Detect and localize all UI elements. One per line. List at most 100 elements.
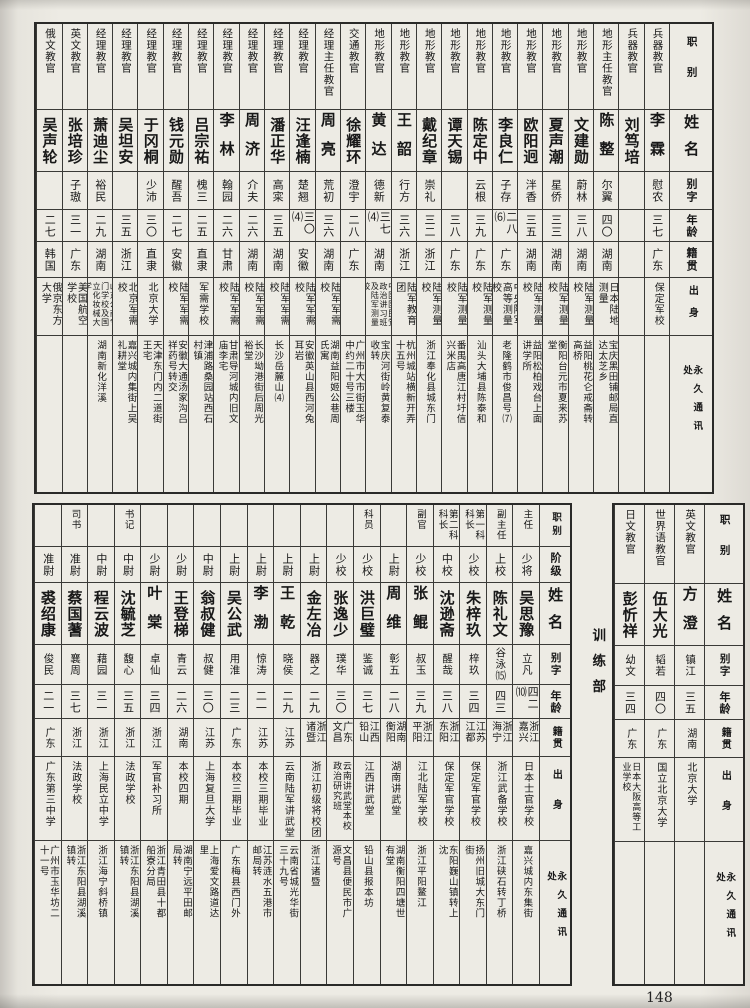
cell-origin: 安徽 <box>163 242 189 278</box>
person-column: 世界语教官 伍大光 韬若 四〇 广东 国立北京大学 <box>644 505 674 984</box>
cell-job: 副主任 <box>486 505 513 547</box>
cell-origin: 直隶 <box>189 242 214 278</box>
cell-job: 经理教官 <box>265 24 290 110</box>
person-column: 副官 少校 张鲲 叔玉 三九 浙江 平阳 江北陆军学校 浙江平阳鳌江 <box>406 505 433 984</box>
cell-job: 俄文教官 <box>37 24 62 110</box>
cell-address: 浙江青田县十都船寮分局 <box>144 845 166 919</box>
cell-name: 沈毓芝 <box>114 583 141 645</box>
cell-rank: 上尉 <box>247 547 274 583</box>
cell-address: 浙江东阳县湖溪镇转 <box>64 845 86 919</box>
cell-rank: 上尉 <box>300 547 327 583</box>
cell-zi: 子璈 <box>62 172 87 210</box>
cell-name: 戴纪章 <box>416 110 442 172</box>
cell-job: 第二科 科长 <box>433 505 460 547</box>
cell-job <box>167 505 194 547</box>
cell-age: 四〇 <box>645 686 674 720</box>
cell-name: 彭忻祥 <box>615 584 644 646</box>
cell-job <box>300 505 327 547</box>
person-column: 上尉 吴公武 用淮 二三 广东 本校三期毕业 广东梅县西门外 <box>220 505 247 984</box>
cell-age: 三五 <box>265 210 290 242</box>
cell-origin: 湖南 <box>518 242 543 278</box>
person-column: 兵器教官 刘笃培 <box>618 24 644 492</box>
cell-age: 三〇 <box>327 685 353 719</box>
table-header-column: 职别 阶级 姓名 别字 年龄 籍贯 出身 永久通讯处 <box>539 505 570 984</box>
cell-background: 云南讲武堂本校政治研究班 <box>327 757 353 841</box>
cell-address: 汕头大埔县陈泰和 <box>474 340 486 424</box>
person-column: 少尉 叶棠 卓仙 三四 浙江 军官补习所 浙江青田县十都船寮分局 <box>140 505 167 984</box>
person-column: 经理主任教官 周亮 荒初 三六 湖南 陆军军需校 湖南益阳姬公巷周氏寓 <box>314 24 340 492</box>
cell-age: 三六 <box>391 210 416 242</box>
cell-name: 叶棠 <box>141 583 167 645</box>
cell-background: 陆军军需校 <box>163 278 189 336</box>
cell-origin: 湖南 <box>239 242 264 278</box>
cell-age: 三八 <box>442 210 467 242</box>
person-column: 英文教官 方澄 镇江 三五 湖南 北京大学 <box>674 505 704 984</box>
cell-job: 经理教官 <box>189 24 214 110</box>
cell-origin: 江苏 江都 <box>460 719 486 757</box>
cell-age: 三五 <box>114 685 141 719</box>
cell-address: 宝庆黑田铺邮局直达太芝乡 <box>596 340 618 424</box>
cell-age: 二七 <box>163 210 189 242</box>
cell-job: 地形教官 <box>391 24 416 110</box>
cell-age: 三〇 <box>138 210 163 242</box>
cell-job <box>35 505 61 547</box>
cell-zi: 星侨 <box>543 172 568 210</box>
cell-rank: 少尉 <box>141 547 167 583</box>
cell-origin: 浙江 平阳 <box>407 719 433 757</box>
cell-background: 浙江初级将校团 <box>300 757 327 841</box>
cell-name: 徐耀环 <box>340 110 366 172</box>
cell-zi: 俊民 <box>35 645 61 685</box>
cell-address: 广州市玉华坊二十一号 <box>37 845 60 919</box>
person-column: 地形教官 王韶 行方 三六 浙江 陆军教育团 杭州城站横新开弄十五号 <box>390 24 416 492</box>
cell-background: 法政学校 <box>114 757 141 841</box>
cell-job: 地形教官 <box>467 24 492 110</box>
cell-rank: 少尉 <box>167 547 194 583</box>
cell-background: 陆军军需校 <box>214 278 239 336</box>
cell-address <box>615 842 644 978</box>
cell-address: 甘肃导河城内旧文庙李宅 <box>216 340 238 424</box>
cell-address <box>645 842 674 978</box>
person-column: 地形教官 陈定中 云根 三九 广东 陆军测量校 汕头大埔县陈泰和 <box>466 24 492 492</box>
header-origin: 籍贯 <box>670 242 712 278</box>
cell-job: 副官 <box>407 505 433 547</box>
cell-name: 张培珍 <box>62 110 87 172</box>
cell-background: 浙江武备学校 <box>486 757 513 841</box>
person-column: 兵器教官 李霖 慰农 三七 广东 保定军校 <box>643 24 669 492</box>
cell-background: 陆军测量校 <box>543 278 568 336</box>
header-rank: 阶级 <box>540 547 570 583</box>
cell-name: 沈逊斋 <box>433 583 460 645</box>
cell-age: 二三 <box>221 685 247 719</box>
cell-age: 四二⑽ <box>513 685 539 719</box>
cell-zi: 鉴诚 <box>353 645 380 685</box>
header-job: 职别 <box>540 505 570 547</box>
cell-address: 津浦路桑园站西石村镇 <box>191 340 213 424</box>
cell-name: 陈定中 <box>467 110 492 172</box>
cell-background: 上海复旦大学 <box>194 757 221 841</box>
cell-background: 江北陆军学校 <box>407 757 433 841</box>
cell-zi: 青云 <box>167 645 194 685</box>
cell-zi: 立凡 <box>513 645 539 685</box>
header-zi: 别字 <box>705 646 743 686</box>
cell-zi <box>442 172 467 210</box>
cell-age: 二六 <box>239 210 264 242</box>
cell-age: 三五 <box>518 210 543 242</box>
cell-name: 金左冶 <box>300 583 327 645</box>
cell-origin: 江苏 <box>274 719 300 757</box>
cell-rank: 中校 <box>433 547 460 583</box>
cell-address: 安徽英山县西河兔耳岩 <box>292 340 314 424</box>
cell-age: 二八⑹ <box>492 210 518 242</box>
cell-age: 三五 <box>113 210 138 242</box>
cell-origin: 湖南 <box>543 242 568 278</box>
cell-zi <box>619 172 644 210</box>
cell-address: 长沙岳麓山⑷ <box>272 340 284 403</box>
cell-background: 陆军军需校 <box>239 278 264 336</box>
cell-zi: 馥心 <box>114 645 141 685</box>
cell-name: 陈整 <box>594 110 619 172</box>
cell-job: 地形主任教官 <box>594 24 619 110</box>
cell-origin: 浙江 <box>114 719 141 757</box>
cell-name: 周亮 <box>315 110 340 172</box>
cell-origin: 湖南 <box>675 720 704 758</box>
person-column: 第一科 科长 少校 朱梓玖 梓玖 三四 江苏 江都 保定军官学校 扬州旧城大东门街 <box>459 505 486 984</box>
cell-age: 三六 <box>315 210 340 242</box>
cell-origin: 湖南 <box>265 242 290 278</box>
